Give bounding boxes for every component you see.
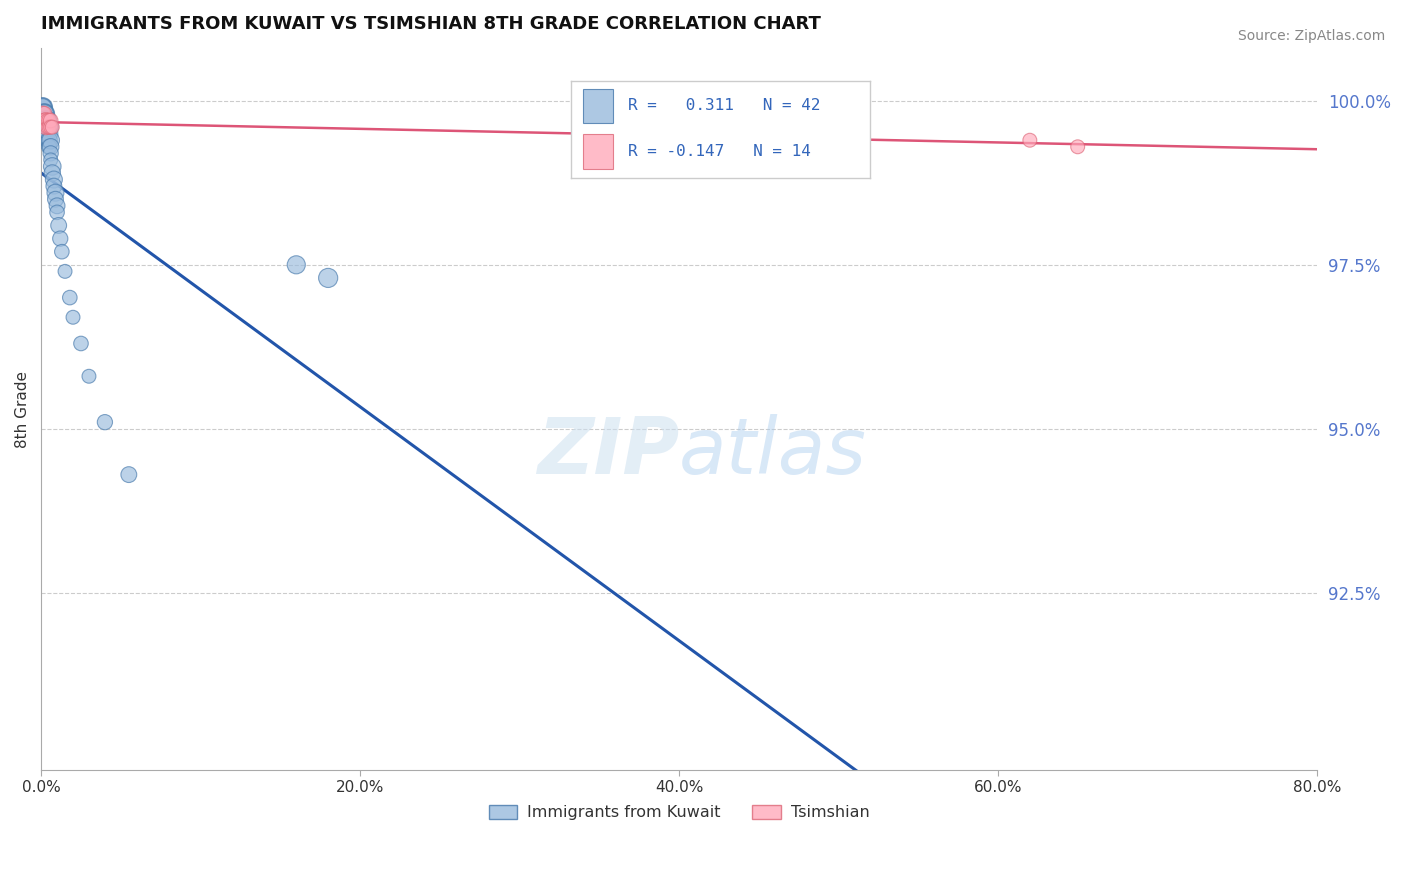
Point: [38, 133, 60, 147]
Point: [35, 113, 58, 128]
Point: [44, 186, 66, 200]
Point: [94, 415, 117, 429]
Point: [37, 113, 59, 128]
Point: [31, 107, 53, 121]
Point: [35, 127, 58, 141]
Point: [53, 264, 76, 278]
Point: [37, 127, 59, 141]
Point: [118, 467, 141, 482]
Point: [39, 140, 62, 154]
Point: [37, 113, 59, 128]
Point: [285, 258, 308, 272]
Point: [41, 160, 63, 174]
Point: [38, 120, 60, 135]
Point: [39, 113, 62, 128]
Point: [39, 153, 62, 167]
Point: [51, 244, 73, 259]
Point: [46, 199, 69, 213]
Point: [38, 120, 60, 135]
Point: [35, 113, 58, 128]
Point: [70, 336, 93, 351]
Point: [34, 113, 56, 128]
Point: [44, 192, 66, 206]
Text: ZIP: ZIP: [537, 414, 679, 491]
Legend: Immigrants from Kuwait, Tsimshian: Immigrants from Kuwait, Tsimshian: [482, 798, 876, 827]
Point: [42, 172, 65, 186]
Point: [39, 120, 62, 135]
Point: [34, 107, 56, 121]
Point: [35, 113, 58, 128]
Point: [38, 127, 60, 141]
Point: [42, 179, 65, 194]
Point: [39, 146, 62, 161]
Point: [38, 113, 60, 128]
Text: IMMIGRANTS FROM KUWAIT VS TSIMSHIAN 8TH GRADE CORRELATION CHART: IMMIGRANTS FROM KUWAIT VS TSIMSHIAN 8TH …: [41, 15, 821, 33]
Point: [1066, 140, 1088, 154]
Point: [41, 166, 63, 180]
Point: [77, 369, 100, 384]
Point: [37, 133, 59, 147]
Point: [31, 100, 53, 114]
Text: atlas: atlas: [679, 414, 868, 491]
Point: [35, 120, 58, 135]
Text: Source: ZipAtlas.com: Source: ZipAtlas.com: [1237, 29, 1385, 43]
Point: [38, 140, 60, 154]
Point: [37, 120, 59, 135]
Point: [31, 100, 53, 114]
Point: [31, 100, 53, 114]
Point: [34, 107, 56, 121]
Point: [35, 120, 58, 135]
Point: [37, 120, 59, 135]
Y-axis label: 8th Grade: 8th Grade: [15, 370, 30, 448]
Point: [34, 107, 56, 121]
Point: [49, 231, 72, 245]
Point: [34, 107, 56, 121]
Point: [1018, 133, 1040, 147]
Point: [46, 205, 69, 219]
Point: [59, 291, 82, 305]
Point: [39, 133, 62, 147]
Point: [62, 310, 84, 325]
Point: [316, 271, 339, 285]
Point: [48, 219, 70, 233]
Point: [41, 120, 63, 135]
